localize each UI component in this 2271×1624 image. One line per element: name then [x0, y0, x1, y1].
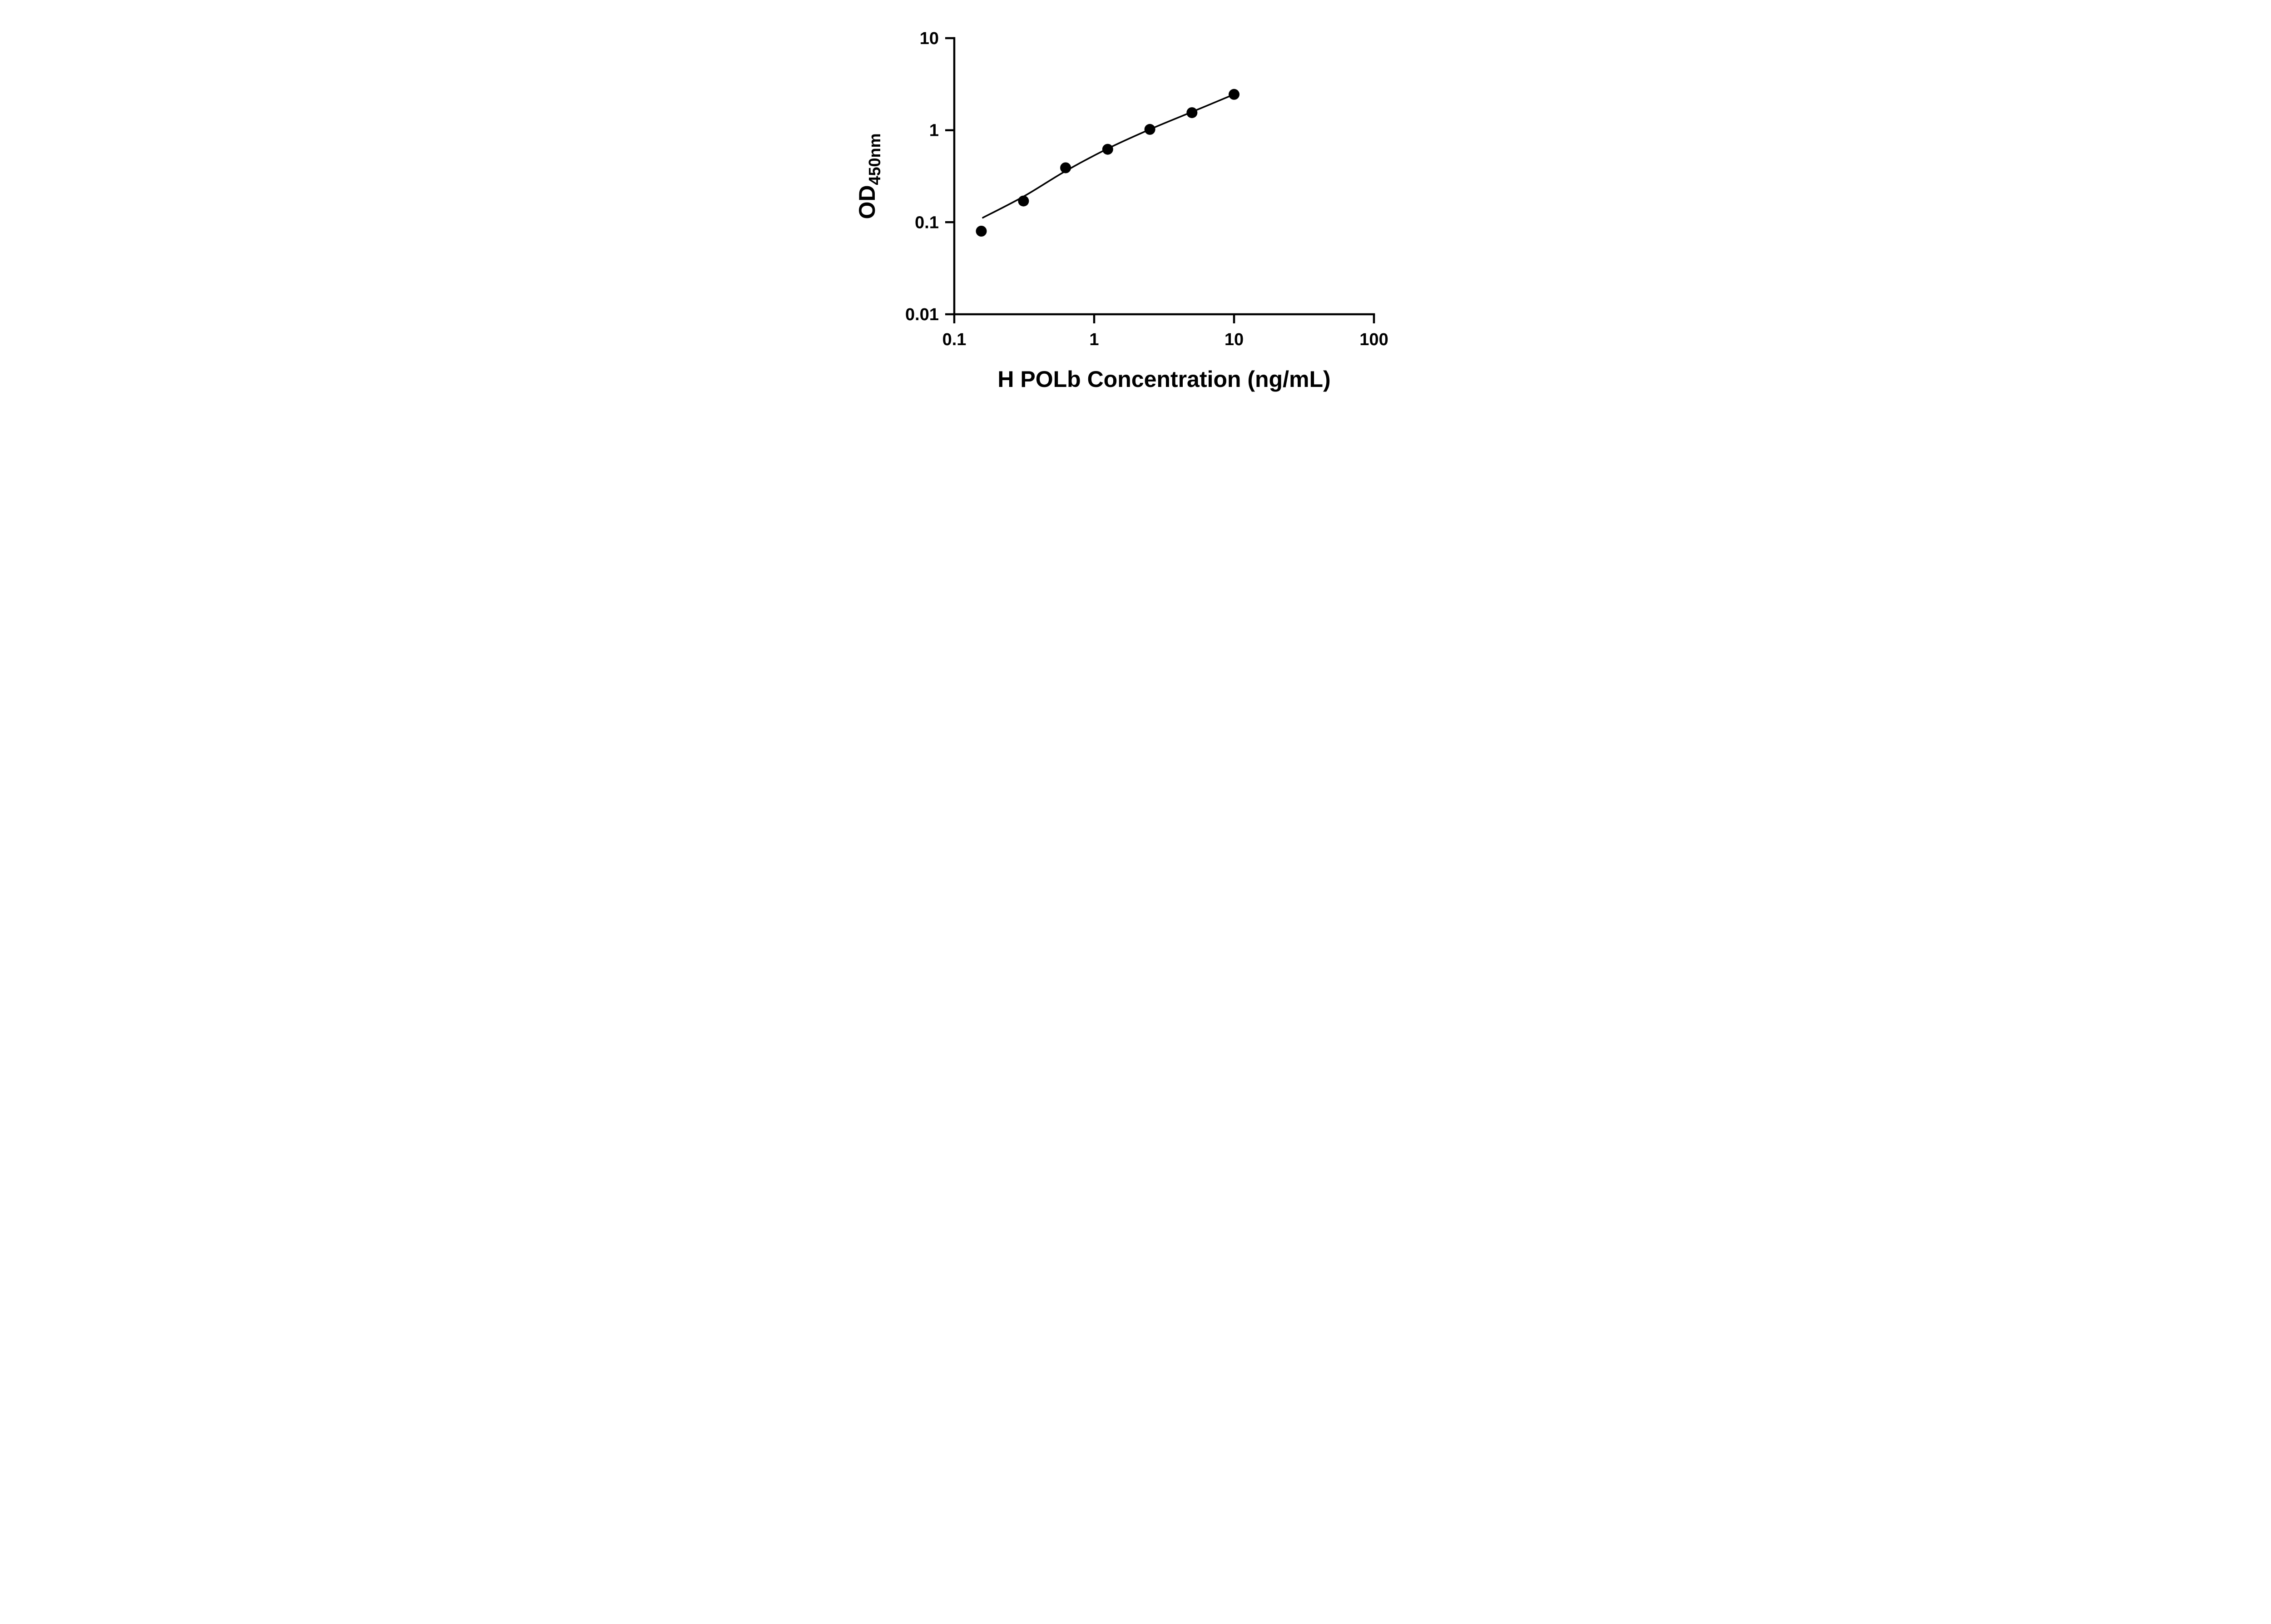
y-axis-title-main: OD [854, 185, 880, 219]
data-point-4 [1144, 124, 1155, 135]
axis-lines [953, 37, 1375, 316]
elisa-standard-curve-chart: 0.1 1 10 100 0.01 0.1 1 10 H POLb Concentration… [842, 0, 1429, 406]
data-point-0 [976, 226, 987, 237]
x-tick-label-1: 1 [1089, 330, 1099, 349]
y-tick-label-10: 10 [920, 29, 939, 48]
data-series [976, 89, 1240, 237]
series-standard-points [976, 89, 1240, 237]
x-axis-title: H POLb Concentration (ng/mL) [997, 366, 1330, 392]
x-tick-label-100: 100 [1359, 330, 1388, 349]
y-tick-label-1: 1 [929, 121, 939, 140]
y-axis-title-subscript: 450nm [865, 133, 884, 185]
data-point-1 [1018, 195, 1029, 207]
x-tick-label-0.1: 0.1 [942, 330, 967, 349]
page-container: 0.1 1 10 100 0.01 0.1 1 10 H POLb Concentration… [842, 0, 1429, 406]
x-tick-label-10: 10 [1225, 330, 1244, 349]
axes [953, 37, 1375, 316]
data-point-2 [1060, 162, 1071, 173]
data-point-3 [1102, 144, 1113, 155]
data-point-6 [1229, 89, 1240, 100]
y-axis-title: OD450nm [854, 133, 884, 219]
tick-marks [945, 37, 1375, 323]
y-tick-label-0.1: 0.1 [915, 213, 939, 232]
data-point-5 [1186, 107, 1198, 119]
y-tick-label-0.01: 0.01 [905, 305, 939, 324]
